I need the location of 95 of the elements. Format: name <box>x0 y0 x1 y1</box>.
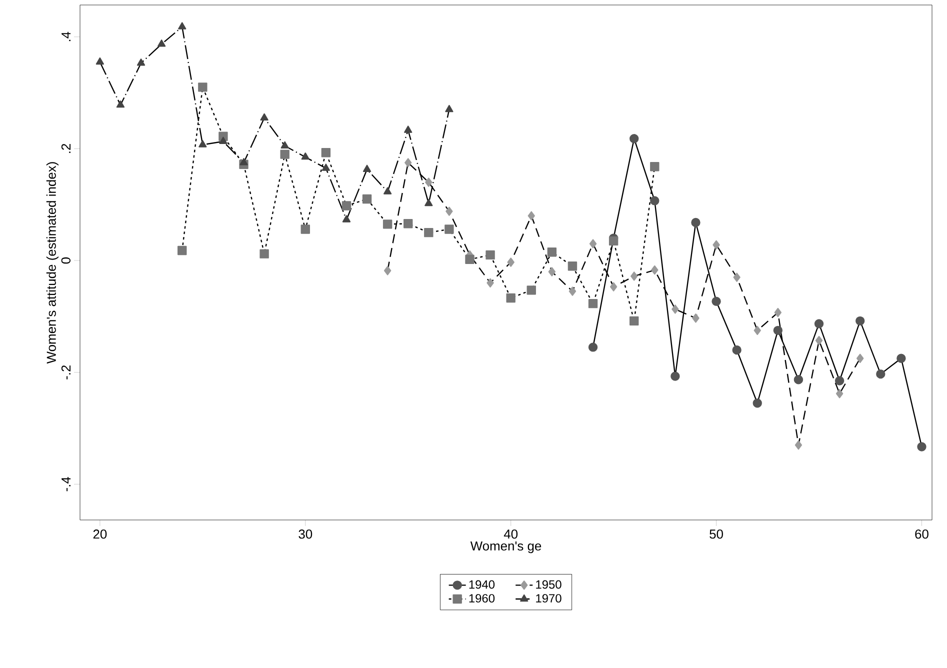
point <box>691 218 700 228</box>
point <box>733 272 740 282</box>
point <box>300 224 310 234</box>
point <box>260 249 269 258</box>
point <box>712 240 720 250</box>
point <box>486 250 495 260</box>
point <box>465 254 474 264</box>
point <box>712 296 721 306</box>
point <box>876 369 886 379</box>
point <box>651 265 658 275</box>
point <box>896 354 906 363</box>
point <box>672 304 679 314</box>
y-axis-title: Women's attitude (estimated index) <box>46 162 58 364</box>
point <box>136 58 146 66</box>
y-tick-label: -.4 <box>62 477 70 492</box>
point <box>445 104 454 112</box>
point <box>630 316 639 326</box>
y-tick-label: .2 <box>61 144 70 153</box>
legend-label: 1970 <box>536 594 562 603</box>
point <box>404 126 412 133</box>
point <box>486 278 494 288</box>
point <box>630 134 639 144</box>
point <box>814 319 824 328</box>
point <box>547 248 557 257</box>
point <box>322 164 330 171</box>
point <box>856 316 865 326</box>
point <box>321 148 331 158</box>
point <box>774 308 782 318</box>
y-tick-label: .4 <box>62 32 70 42</box>
point <box>692 314 700 323</box>
point <box>754 326 761 336</box>
point <box>834 376 844 386</box>
point <box>158 40 166 47</box>
point <box>446 206 453 216</box>
point <box>424 228 434 238</box>
point <box>917 442 926 452</box>
point <box>198 82 208 92</box>
point <box>362 164 372 172</box>
point <box>404 158 412 168</box>
point <box>588 298 598 308</box>
x-tick-label: 30 <box>298 530 312 539</box>
point <box>301 152 310 160</box>
point <box>198 140 207 148</box>
x-tick-label: 60 <box>915 530 928 539</box>
x-tick-label: 50 <box>710 530 723 539</box>
point <box>836 389 844 398</box>
x-tick-label: 40 <box>504 530 518 539</box>
point <box>362 194 372 204</box>
point <box>219 136 228 144</box>
point <box>280 150 290 159</box>
point <box>342 201 352 210</box>
point <box>548 267 556 276</box>
legend-label: 1950 <box>536 580 562 589</box>
y-tick-label: 0 <box>61 257 70 264</box>
point <box>280 141 289 148</box>
point <box>588 342 598 352</box>
point <box>630 272 638 281</box>
point <box>650 162 660 172</box>
point <box>404 219 413 228</box>
point <box>732 345 742 355</box>
point <box>526 286 536 295</box>
point <box>424 198 433 206</box>
point <box>342 215 351 222</box>
x-axis-title: Women's ge <box>470 542 542 554</box>
point <box>856 354 864 363</box>
point <box>794 440 802 450</box>
point <box>773 326 783 336</box>
point <box>384 187 392 194</box>
point <box>670 372 680 381</box>
point <box>384 266 392 276</box>
point <box>116 100 125 108</box>
point <box>752 398 762 408</box>
point <box>610 282 618 292</box>
point <box>507 258 514 267</box>
point <box>794 375 804 384</box>
y-tick-label: -.2 <box>61 365 70 380</box>
point <box>260 113 268 121</box>
point <box>568 286 576 296</box>
point <box>528 211 535 220</box>
legend-label: 1960 <box>469 594 495 603</box>
point <box>589 239 597 248</box>
point <box>568 262 578 271</box>
point <box>444 224 454 234</box>
point <box>608 236 618 246</box>
point <box>650 196 660 206</box>
point <box>425 178 432 187</box>
x-tick-label: 20 <box>93 530 107 539</box>
point <box>178 246 187 256</box>
point <box>178 22 186 30</box>
point <box>96 57 104 65</box>
point <box>506 293 516 303</box>
legend-label: 1940 <box>469 580 495 589</box>
point <box>815 336 823 346</box>
point <box>382 220 392 229</box>
point <box>240 158 248 166</box>
